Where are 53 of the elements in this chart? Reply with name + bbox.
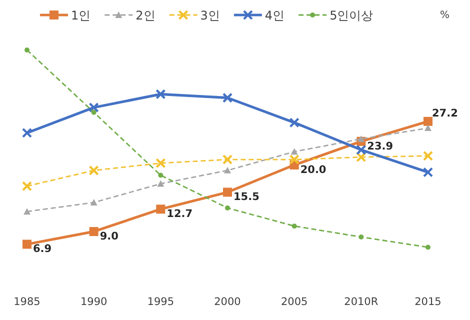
point (88, 102, 99, 113)
point (289, 154, 300, 165)
point (222, 92, 233, 103)
point (292, 224, 297, 229)
data-label: 12.7 (166, 208, 193, 220)
data-label: 23.9 (367, 140, 394, 152)
y-axis-title: % (440, 10, 450, 21)
x-tick-label: 1990 (80, 296, 108, 308)
x-tick-label: 2015 (414, 296, 442, 308)
x-tick-label: 2005 (280, 296, 308, 308)
point (22, 240, 32, 249)
data-label: 27.2 (432, 107, 458, 120)
point (24, 208, 30, 215)
x-tick-label: 2010R (344, 296, 378, 308)
point (158, 172, 164, 178)
data-label: 9.0 (100, 230, 118, 243)
point (356, 152, 366, 162)
point (91, 110, 96, 115)
point (90, 198, 98, 206)
point (224, 166, 231, 174)
point (358, 135, 365, 142)
point (89, 227, 98, 236)
point (223, 188, 232, 197)
point (156, 158, 166, 168)
point (424, 124, 432, 132)
point (157, 180, 164, 187)
data-label: 20.0 (300, 164, 326, 176)
x-tick-label: 1995 (147, 296, 174, 308)
point (424, 116, 432, 126)
data-label: 6.9 (33, 243, 52, 256)
point (22, 128, 32, 138)
point (156, 89, 166, 100)
legend-label: 3인 (200, 8, 220, 22)
point (88, 165, 99, 176)
point (422, 150, 434, 161)
x-tick-label: 1985 (14, 296, 40, 308)
point (222, 154, 233, 165)
point (22, 181, 32, 192)
point (289, 118, 300, 128)
legend-label: 4인 (264, 8, 285, 22)
x-tick-label: 2000 (214, 296, 241, 308)
legend-label: 2인 (136, 8, 156, 22)
point (290, 148, 298, 155)
point (225, 205, 230, 210)
point (24, 48, 30, 52)
legend-label: 1인 (71, 8, 91, 22)
point (422, 167, 434, 178)
point (358, 234, 364, 240)
point (156, 204, 166, 214)
point (426, 244, 430, 250)
point (356, 144, 366, 155)
data-label: 15.5 (234, 191, 260, 204)
legend-label: 5인이상 (330, 8, 374, 22)
